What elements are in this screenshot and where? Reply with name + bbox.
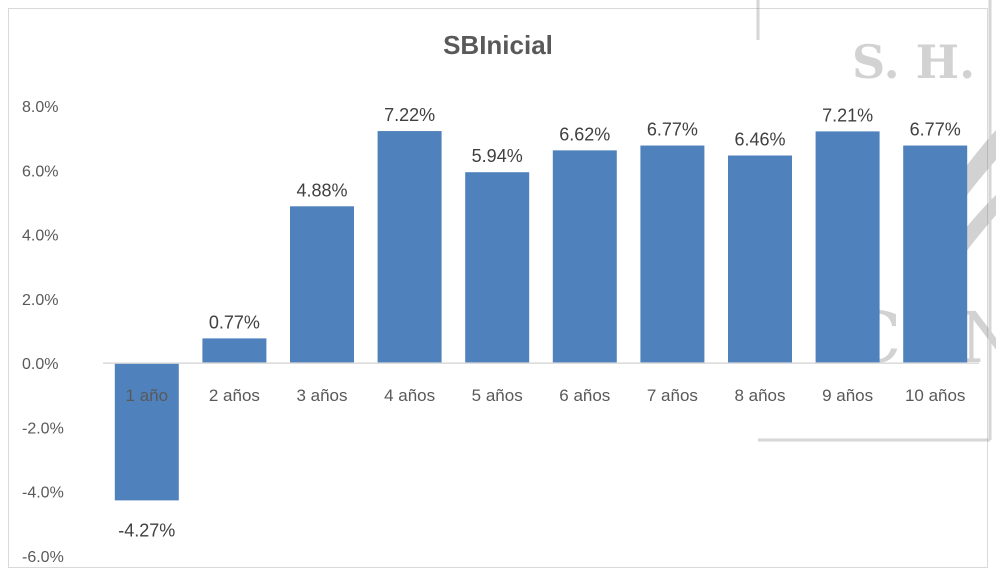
data-label: 0.77% — [209, 312, 260, 332]
bar — [815, 131, 880, 364]
data-label: 5.94% — [472, 146, 523, 166]
y-tick-label: -2.0% — [22, 420, 64, 437]
bar — [640, 145, 705, 364]
bar — [202, 338, 267, 364]
x-tick-label: 9 años — [822, 386, 873, 405]
y-tick-label: 0.0% — [22, 356, 58, 373]
y-tick-label: -6.0% — [22, 549, 64, 566]
bar-series — [114, 131, 968, 501]
bar — [465, 172, 530, 364]
data-labels: -4.27% 0.77% 4.88% 7.22% 5.94% 6.62% 6.77% 6.46… — [118, 105, 960, 540]
x-tick-label: 5 años — [472, 386, 523, 405]
chart-frame — [8, 8, 988, 568]
y-tick-label: 4.0% — [22, 228, 58, 245]
y-tick-label: 8.0% — [22, 99, 58, 116]
x-tick-label: 10 años — [905, 386, 966, 405]
data-label: 6.62% — [559, 124, 610, 144]
y-axis: 8.0% 6.0% 4.0% 2.0% 0.0% -2.0% -4.0% -6.0% — [22, 99, 64, 566]
bar — [728, 155, 792, 364]
x-tick-label: 6 años — [559, 386, 610, 405]
data-label: 6.77% — [647, 120, 698, 140]
x-tick-label: 4 años — [384, 386, 435, 405]
x-tick-label: 3 años — [296, 386, 347, 405]
bar — [290, 206, 354, 364]
data-label: 6.46% — [734, 130, 785, 150]
bar — [552, 150, 617, 364]
y-tick-label: 6.0% — [22, 163, 58, 180]
watermark-text-top: S. H. — [852, 35, 975, 89]
x-tick-label: 2 años — [209, 386, 260, 405]
data-label: 6.77% — [910, 120, 961, 140]
x-tick-label: 7 años — [647, 386, 698, 405]
data-label: 7.22% — [384, 105, 435, 125]
y-tick-label: 2.0% — [22, 292, 58, 309]
data-label: 4.88% — [296, 180, 347, 200]
data-label: -4.27% — [118, 520, 175, 540]
x-tick-label: 8 años — [734, 386, 785, 405]
x-tick-label: 1 año — [126, 386, 169, 405]
bar — [903, 145, 968, 364]
bar — [377, 131, 442, 364]
y-tick-label: -4.0% — [22, 485, 64, 502]
bar — [114, 363, 179, 501]
chart-title: SBInicial — [443, 30, 553, 60]
data-label: 7.21% — [822, 105, 873, 125]
x-axis: 1 año 2 años 3 años 4 años 5 años 6 años 7 año… — [126, 386, 966, 405]
